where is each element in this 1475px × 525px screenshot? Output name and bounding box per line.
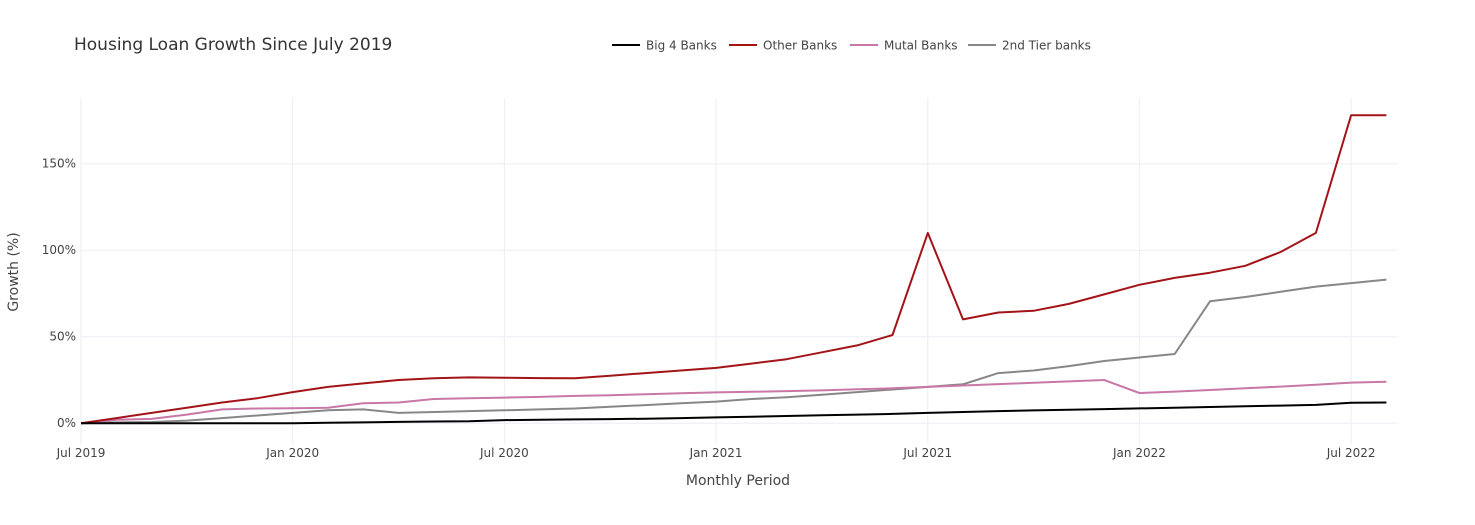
x-tick-label: Jan 2022 [1112,446,1166,460]
legend-item[interactable]: Mutal Banks [850,39,958,53]
legend-label: Mutal Banks [884,39,958,53]
chart-title: Housing Loan Growth Since July 2019 [74,35,392,55]
y-axis-title: Growth (%) [6,232,22,311]
y-axis-ticks: 0% 50% 100% 150% [42,157,76,430]
x-tick-label: Jul 2021 [902,446,952,460]
y-tick-label: 0% [57,416,76,430]
legend-label: 2nd Tier banks [1002,39,1091,53]
legend-item[interactable]: Other Banks [729,39,837,53]
series-lines [80,114,1387,425]
x-axis-title: Monthly Period [686,473,790,489]
legend-item[interactable]: Big 4 Banks [612,39,717,53]
x-tick-label: Jan 2021 [689,446,743,460]
series-line-2nd-tier-banks [80,278,1387,425]
x-tick-label: Jul 2022 [1326,446,1376,460]
series-line-other-banks [80,114,1387,425]
legend-label: Big 4 Banks [646,39,717,53]
x-axis-ticks: Jul 2019 Jan 2020 Jul 2020 Jan 2021 Jul 2021… [56,446,1376,460]
series-line-mutal-banks [80,379,1387,425]
x-tick-label: Jan 2020 [265,446,319,460]
legend-item[interactable]: 2nd Tier banks [968,39,1091,53]
legend: Big 4 Banks Other Banks Mutal Banks 2nd Tie… [612,39,1091,53]
x-tick-label: Jul 2020 [479,446,529,460]
series-line-big-4-banks [81,401,1387,425]
y-tick-label: 100% [42,243,76,257]
y-tick-label: 150% [42,157,76,171]
legend-label: Other Banks [763,39,837,53]
y-tick-label: 50% [49,330,76,344]
x-tick-label: Jul 2019 [56,446,106,460]
